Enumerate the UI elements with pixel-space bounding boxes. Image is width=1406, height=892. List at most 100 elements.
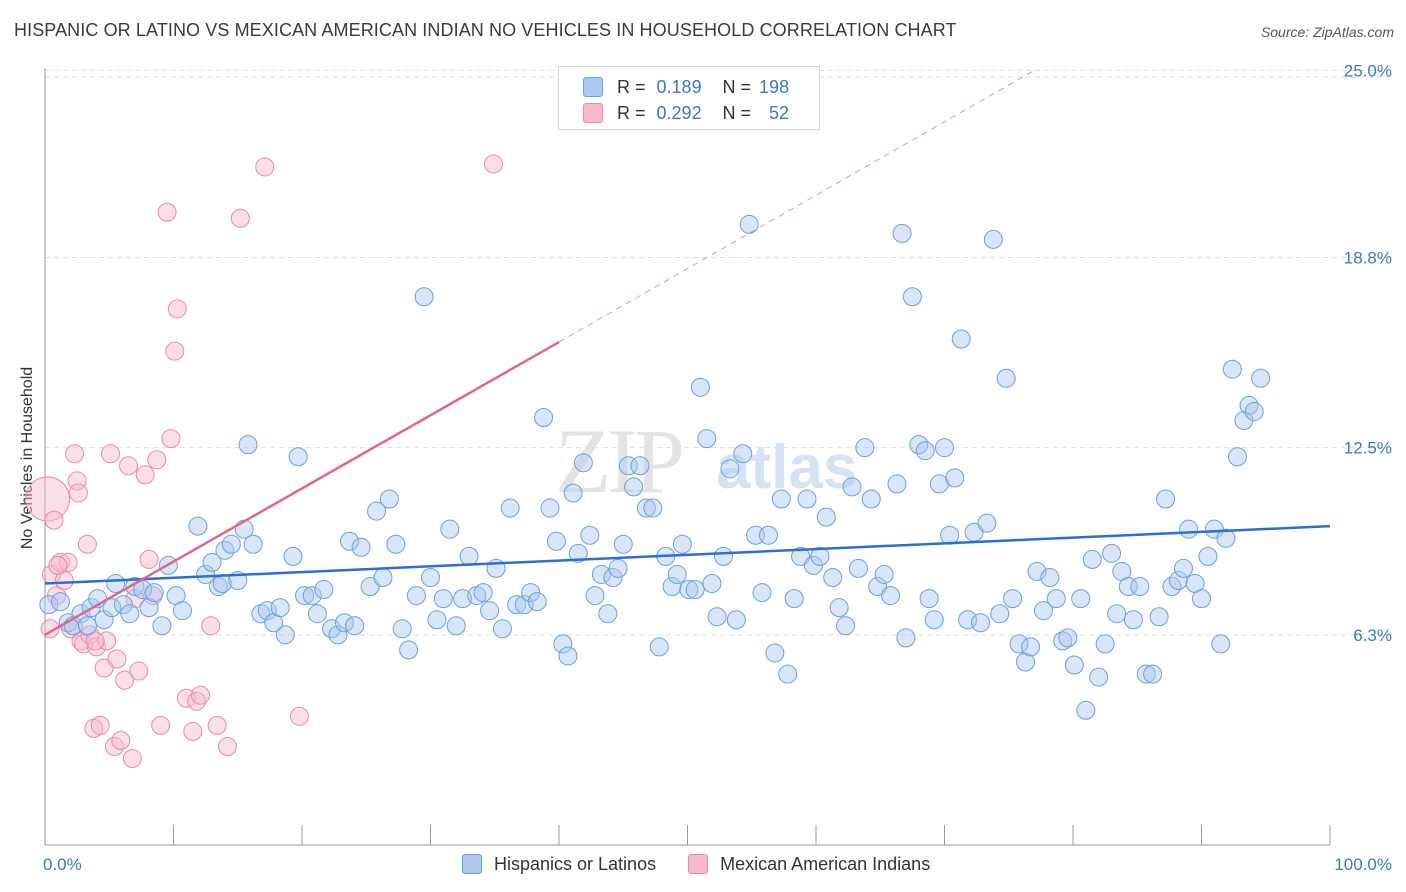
data-point-hispanic — [624, 477, 644, 497]
data-point-hispanic — [345, 616, 365, 636]
data-point-hispanic — [739, 214, 759, 234]
n-label: N = — [722, 102, 752, 123]
data-point-mexican — [94, 658, 114, 678]
legend-label: Mexican American Indians — [720, 853, 931, 874]
data-point-hispanic — [480, 601, 500, 621]
stats-legend: R = 0.189 N = 198 R = 0.292 N = 52 — [558, 66, 820, 130]
data-point-hispanic — [77, 616, 97, 636]
data-point-hispanic — [208, 577, 228, 597]
data-point-hispanic — [1192, 589, 1211, 609]
data-point-hispanic — [990, 604, 1010, 624]
data-point-hispanic — [697, 429, 717, 449]
data-point-hispanic — [662, 577, 682, 597]
data-point-mexican — [50, 552, 70, 572]
data-point-hispanic — [196, 564, 216, 584]
data-point-mexican — [129, 661, 149, 681]
x-tick-label: 0.0% — [43, 855, 82, 874]
r-value: 0.292 — [656, 102, 702, 123]
data-point-hispanic — [896, 628, 916, 648]
data-point-hispanic — [924, 610, 944, 630]
data-point-hispanic — [433, 589, 453, 609]
trend-extension-mexican — [558, 69, 1035, 343]
data-point-hispanic — [861, 489, 881, 509]
data-point-hispanic — [613, 534, 633, 554]
data-point-hispanic — [643, 498, 663, 518]
data-point-hispanic — [1251, 368, 1271, 388]
data-point-hispanic — [667, 564, 687, 584]
data-point-hispanic — [1179, 519, 1199, 539]
data-point-hispanic — [1003, 589, 1023, 609]
data-point-hispanic — [188, 516, 208, 536]
r-label: R = — [617, 102, 646, 123]
data-point-mexican — [151, 715, 171, 735]
data-point-hispanic — [414, 287, 434, 307]
data-point-mexican — [147, 450, 167, 470]
data-point-hispanic — [983, 229, 1003, 249]
data-point-hispanic — [1198, 546, 1218, 566]
data-point-hispanic — [996, 368, 1016, 388]
data-point-hispanic — [351, 537, 371, 557]
data-point-hispanic — [427, 610, 447, 630]
trend-line-hispanics — [44, 524, 1331, 585]
data-point-hispanic — [440, 519, 460, 539]
legend-row-mexican: R = 0.292 N = 52 — [583, 101, 789, 125]
tick-labels: 6.3% 12.5% 18.8% 25.0% 0.0% 100.0% — [43, 61, 1392, 874]
legend-item-mexican[interactable]: Mexican American Indians — [688, 854, 930, 875]
pink-swatch — [688, 854, 709, 874]
data-point-hispanic — [685, 580, 705, 600]
data-point-hispanic — [758, 525, 778, 545]
data-point-hispanic — [379, 489, 399, 509]
data-point-hispanic — [507, 595, 527, 615]
r-label: R = — [617, 76, 646, 97]
data-point-mexican — [119, 456, 139, 476]
data-point-hispanic — [314, 580, 334, 600]
data-point-hispanic — [1095, 634, 1115, 654]
data-point-mexican — [139, 549, 159, 569]
legend-row-hispanics: R = 0.189 N = 198 — [583, 75, 789, 99]
data-point-hispanic — [1058, 628, 1078, 648]
data-point-mexican — [165, 341, 185, 361]
data-point-hispanic — [360, 577, 380, 597]
data-point-hispanic — [707, 607, 727, 627]
data-point-hispanic — [1076, 700, 1096, 720]
data-point-hispanic — [733, 444, 753, 464]
data-point-hispanic — [275, 625, 295, 645]
data-point-hispanic — [139, 598, 159, 618]
data-point-mexican — [86, 637, 106, 657]
data-point-hispanic — [842, 477, 862, 497]
data-point-mexican — [68, 483, 88, 503]
data-point-hispanic — [367, 501, 387, 521]
data-point-hispanic — [257, 601, 277, 621]
chart-title: HISPANIC OR LATINO VS MEXICAN AMERICAN I… — [14, 20, 957, 40]
data-point-hispanic — [951, 329, 971, 349]
data-point-hispanic — [649, 637, 669, 657]
data-point-hispanic — [563, 483, 583, 503]
data-point-hispanic — [1015, 652, 1035, 672]
data-point-hispanic — [771, 489, 791, 509]
watermark-atlas: atlas — [716, 433, 857, 502]
data-point-hispanic — [288, 447, 308, 467]
data-point-hispanic — [915, 441, 935, 461]
data-point-mexican — [122, 749, 142, 769]
data-point-hispanic — [453, 589, 473, 609]
data-point-mexican — [107, 649, 127, 669]
legend-item-hispanics[interactable]: Hispanics or Latinos — [462, 854, 656, 875]
data-point-hispanic — [492, 619, 512, 639]
data-point-hispanic — [1227, 447, 1247, 467]
data-point-hispanic — [553, 634, 573, 654]
data-point-hispanic — [500, 498, 520, 518]
pink-swatch — [583, 103, 603, 123]
data-point-hispanic — [94, 610, 114, 630]
y-tick-label: 18.8% — [1344, 249, 1392, 268]
data-point-mexican — [115, 670, 135, 690]
data-point-hispanic — [829, 598, 849, 618]
y-tick-label: 25.0% — [1344, 61, 1392, 80]
data-point-hispanic — [752, 583, 772, 603]
data-point-hispanic — [977, 513, 997, 533]
data-point-hispanic — [672, 534, 692, 554]
data-point-hispanic — [868, 577, 888, 597]
x-tick-label: 100.0% — [1334, 855, 1392, 874]
data-point-hispanic — [1168, 571, 1188, 590]
data-point-hispanic — [791, 546, 811, 566]
data-point-hispanic — [1216, 528, 1236, 548]
